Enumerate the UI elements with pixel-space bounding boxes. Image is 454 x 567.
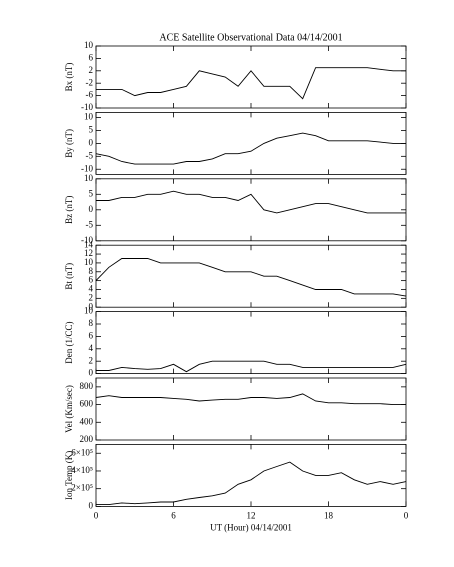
panel-frame <box>95 45 407 109</box>
data-line <box>95 393 406 406</box>
y-tick-label: 200 <box>80 434 94 444</box>
y-tick-label: -10 <box>81 163 93 173</box>
y-tick-label: 0 <box>89 204 94 214</box>
y-tick-label: 6 <box>89 330 94 340</box>
y-axis-label: Bx (nT) <box>64 63 74 92</box>
y-tick-label: -6 <box>86 90 94 100</box>
data-line <box>96 190 406 214</box>
panel-frame <box>95 178 407 242</box>
y-tick-label: 0 <box>89 500 94 510</box>
panel-frame <box>95 443 407 507</box>
y-axis-label: Vel (Km/sec) <box>64 385 74 433</box>
x-axis-label: UT (Hour) 04/14/2001 <box>210 522 292 532</box>
y-tick-label: 12 <box>84 248 93 258</box>
x-tick-label: 18 <box>324 510 334 520</box>
x-tick-label: 0 <box>404 510 409 520</box>
y-tick-label: 4 <box>89 284 94 294</box>
y-tick-label: 10 <box>84 112 94 122</box>
y-tick-label: 2 <box>89 292 94 302</box>
panel-frame <box>95 112 407 175</box>
y-tick-label: 0 <box>89 137 94 147</box>
y-tick-label: 8 <box>89 318 94 328</box>
y-tick-label: 6×10⁵ <box>71 447 93 457</box>
y-tick-label: 0 <box>89 368 94 378</box>
x-tick-label: 6 <box>171 510 176 520</box>
data-line <box>96 67 406 100</box>
y-tick-label: 4 <box>89 343 94 353</box>
y-axis-label: By (nT) <box>64 129 74 158</box>
data-line <box>95 132 406 165</box>
y-axis-label: Ion Temp (K) <box>64 451 74 500</box>
y-tick-label: 5 <box>89 125 94 135</box>
y-tick-label: 4×10⁵ <box>71 465 93 475</box>
y-tick-label: 2 <box>89 65 94 75</box>
chart-title: ACE Satellite Observational Data 04/14/2… <box>159 32 342 43</box>
y-tick-label: -5 <box>86 150 94 160</box>
panel-frame <box>95 377 407 441</box>
y-tick-label: 400 <box>80 416 94 426</box>
data-line <box>95 258 407 297</box>
y-tick-label: 10 <box>84 40 94 50</box>
y-tick-label: 10 <box>84 257 94 267</box>
x-tick-label: 12 <box>247 510 256 520</box>
y-tick-label: 6 <box>89 275 94 285</box>
y-tick-label: 6 <box>89 52 94 62</box>
x-tick-label: 0 <box>94 510 99 520</box>
y-tick-label: -2 <box>86 77 94 87</box>
y-tick-label: 10 <box>84 173 94 183</box>
panel-frame <box>95 244 407 308</box>
y-tick-label: 0 <box>89 301 94 311</box>
y-tick-label: 5 <box>89 188 94 198</box>
data-line <box>96 461 407 506</box>
y-tick-label: 2 <box>89 355 94 365</box>
y-tick-label: -10 <box>81 102 93 112</box>
y-tick-label: 10 <box>84 306 94 316</box>
panel-frame <box>95 311 407 375</box>
y-tick-label: 8 <box>89 266 94 276</box>
y-tick-label: 2×10⁵ <box>71 483 93 493</box>
y-axis-label: Bz (nT) <box>64 196 74 224</box>
y-tick-label: 800 <box>80 381 94 391</box>
data-line <box>96 360 407 373</box>
y-tick-label: 14 <box>84 239 94 249</box>
y-axis-label: Den (1/CC) <box>64 321 74 363</box>
y-tick-label: -10 <box>81 235 93 245</box>
y-axis-label: Bt (nT) <box>64 263 74 290</box>
y-tick-label: 600 <box>80 399 94 409</box>
y-tick-label: -5 <box>86 219 94 229</box>
